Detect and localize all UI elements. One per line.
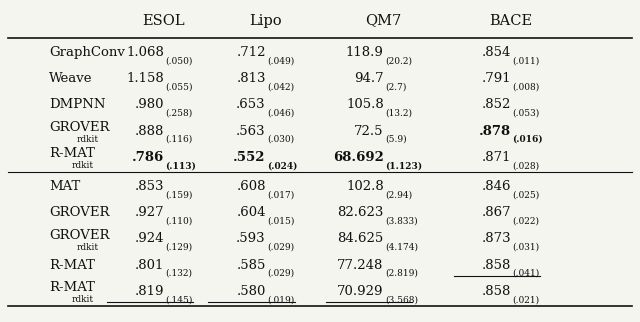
Text: .846: .846: [482, 180, 511, 193]
Text: QM7: QM7: [365, 14, 402, 28]
Text: (2.94): (2.94): [385, 190, 412, 199]
Text: (.030): (.030): [267, 135, 294, 144]
Text: .927: .927: [134, 206, 164, 219]
Text: .585: .585: [236, 259, 266, 271]
Text: (.008): (.008): [513, 82, 540, 91]
Text: .653: .653: [236, 98, 266, 111]
Text: Weave: Weave: [49, 72, 93, 85]
Text: (.028): (.028): [513, 161, 540, 170]
Text: (.024): (.024): [267, 161, 298, 170]
Text: GROVER: GROVER: [49, 229, 109, 242]
Text: (.016): (.016): [513, 135, 543, 144]
Text: .858: .858: [482, 285, 511, 298]
Text: 72.5: 72.5: [354, 125, 384, 137]
Text: (1.123): (1.123): [385, 161, 422, 170]
Text: ESOL: ESOL: [143, 14, 185, 28]
Text: (.015): (.015): [267, 217, 294, 226]
Text: .552: .552: [234, 151, 266, 164]
Text: .867: .867: [481, 206, 511, 219]
Text: (3.833): (3.833): [385, 217, 418, 226]
Text: .819: .819: [134, 285, 164, 298]
Text: (2.819): (2.819): [385, 269, 418, 278]
Text: (5.9): (5.9): [385, 135, 406, 144]
Text: .791: .791: [481, 72, 511, 85]
Text: (.046): (.046): [267, 109, 294, 118]
Text: (.159): (.159): [165, 190, 193, 199]
Text: (.029): (.029): [267, 269, 294, 278]
Text: DMPNN: DMPNN: [49, 98, 106, 111]
Text: Lipo: Lipo: [250, 14, 282, 28]
Text: 102.8: 102.8: [346, 180, 384, 193]
Text: .563: .563: [236, 125, 266, 137]
Text: .888: .888: [134, 125, 164, 137]
Text: (.258): (.258): [165, 109, 193, 118]
Text: R-MAT: R-MAT: [49, 259, 95, 271]
Text: .854: .854: [482, 46, 511, 59]
Text: .853: .853: [134, 180, 164, 193]
Text: (.050): (.050): [165, 56, 193, 65]
Text: 77.248: 77.248: [337, 259, 384, 271]
Text: rdkit: rdkit: [77, 243, 99, 252]
Text: .871: .871: [482, 151, 511, 164]
Text: (20.2): (20.2): [385, 56, 412, 65]
Text: (4.174): (4.174): [385, 243, 418, 252]
Text: (2.7): (2.7): [385, 82, 406, 91]
Text: .858: .858: [482, 259, 511, 271]
Text: 118.9: 118.9: [346, 46, 384, 59]
Text: 1.158: 1.158: [126, 72, 164, 85]
Text: (.055): (.055): [165, 82, 193, 91]
Text: .801: .801: [134, 259, 164, 271]
Text: 105.8: 105.8: [346, 98, 384, 111]
Text: .608: .608: [236, 180, 266, 193]
Text: (.025): (.025): [513, 190, 540, 199]
Text: 68.692: 68.692: [333, 151, 384, 164]
Text: rdkit: rdkit: [77, 135, 99, 144]
Text: (.049): (.049): [267, 56, 294, 65]
Text: (.145): (.145): [165, 295, 193, 304]
Text: (.053): (.053): [513, 109, 540, 118]
Text: (.116): (.116): [165, 135, 193, 144]
Text: 84.625: 84.625: [337, 232, 384, 245]
Text: 70.929: 70.929: [337, 285, 384, 298]
Text: BACE: BACE: [490, 14, 532, 28]
Text: .813: .813: [236, 72, 266, 85]
Text: .580: .580: [236, 285, 266, 298]
Text: .873: .873: [481, 232, 511, 245]
Text: 82.623: 82.623: [337, 206, 384, 219]
Text: (.031): (.031): [513, 243, 540, 252]
Text: .878: .878: [479, 125, 511, 137]
Text: (13.2): (13.2): [385, 109, 412, 118]
Text: .593: .593: [236, 232, 266, 245]
Text: (.022): (.022): [513, 217, 540, 226]
Text: (.019): (.019): [267, 295, 294, 304]
Text: R-MAT: R-MAT: [49, 147, 95, 160]
Text: (3.568): (3.568): [385, 295, 418, 304]
Text: (.041): (.041): [513, 269, 540, 278]
Text: .712: .712: [236, 46, 266, 59]
Text: .980: .980: [134, 98, 164, 111]
Text: (.113): (.113): [165, 161, 196, 170]
Text: GROVER: GROVER: [49, 206, 109, 219]
Text: (.132): (.132): [165, 269, 192, 278]
Text: GraphConv: GraphConv: [49, 46, 125, 59]
Text: R-MAT: R-MAT: [49, 281, 95, 294]
Text: .604: .604: [236, 206, 266, 219]
Text: (.110): (.110): [165, 217, 193, 226]
Text: GROVER: GROVER: [49, 121, 109, 134]
Text: (.042): (.042): [267, 82, 294, 91]
Text: 94.7: 94.7: [354, 72, 384, 85]
Text: .786: .786: [132, 151, 164, 164]
Text: .924: .924: [134, 232, 164, 245]
Text: (.029): (.029): [267, 243, 294, 252]
Text: MAT: MAT: [49, 180, 81, 193]
Text: (.021): (.021): [513, 295, 540, 304]
Text: 1.068: 1.068: [126, 46, 164, 59]
Text: (.017): (.017): [267, 190, 294, 199]
Text: (.011): (.011): [513, 56, 540, 65]
Text: .852: .852: [482, 98, 511, 111]
Text: rdkit: rdkit: [72, 161, 94, 170]
Text: (.129): (.129): [165, 243, 192, 252]
Text: rdkit: rdkit: [72, 295, 94, 304]
